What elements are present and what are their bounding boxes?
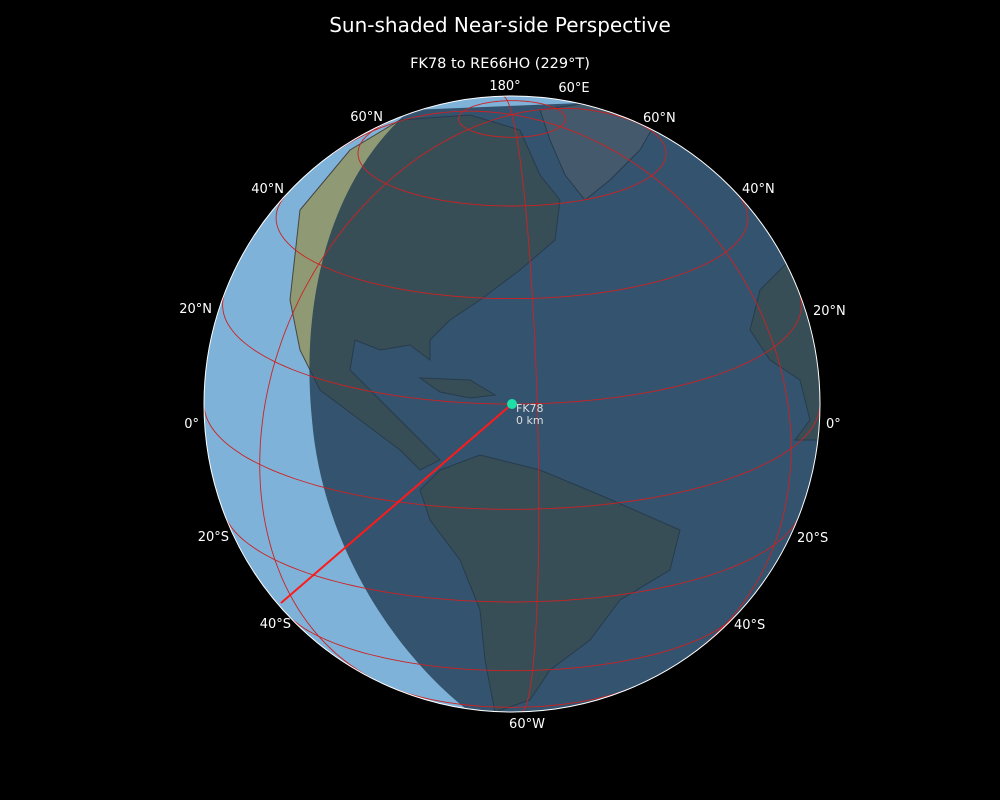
lat-label: 20°N [813, 304, 846, 319]
parallel-line [288, 615, 736, 672]
parallel-line [204, 405, 820, 510]
parallel-line [395, 688, 629, 708]
meridian-label: 60°E [558, 81, 589, 96]
station-marker[interactable] [507, 399, 517, 409]
lat-label: 20°N [179, 302, 212, 317]
parallel-line [275, 194, 749, 300]
meridian-label: 180° [489, 79, 520, 94]
lat-label: 0° [826, 417, 841, 432]
globe-limb [203, 95, 821, 713]
meridian-line [511, 114, 792, 650]
lat-label: 60°N [643, 111, 676, 126]
map-title: Sun-shaded Near-side Perspective [329, 13, 671, 37]
lat-label: 40°S [734, 618, 765, 633]
meridian-label: 60°W [509, 717, 545, 732]
lat-label: 60°N [350, 110, 383, 125]
parallel-line [225, 518, 799, 603]
meridian-line [259, 114, 513, 679]
night-shade [309, 96, 820, 712]
meridian-line [332, 110, 513, 155]
lat-label: 0° [184, 417, 199, 432]
great-circle-path [280, 403, 513, 604]
lat-label: 40°N [251, 182, 284, 197]
meridian-line [511, 107, 646, 127]
lat-label: 40°S [260, 617, 291, 632]
lat-label: 20°S [797, 531, 828, 546]
meridian-line [511, 114, 540, 712]
station-distance: 0 km [516, 414, 544, 427]
station-label: FK78 [516, 402, 544, 415]
lat-label: 40°N [742, 182, 775, 197]
map-subtitle: FK78 to RE66HO (229°T) [410, 56, 590, 72]
meridian-line [502, 96, 513, 115]
lat-label: 20°S [198, 530, 229, 545]
